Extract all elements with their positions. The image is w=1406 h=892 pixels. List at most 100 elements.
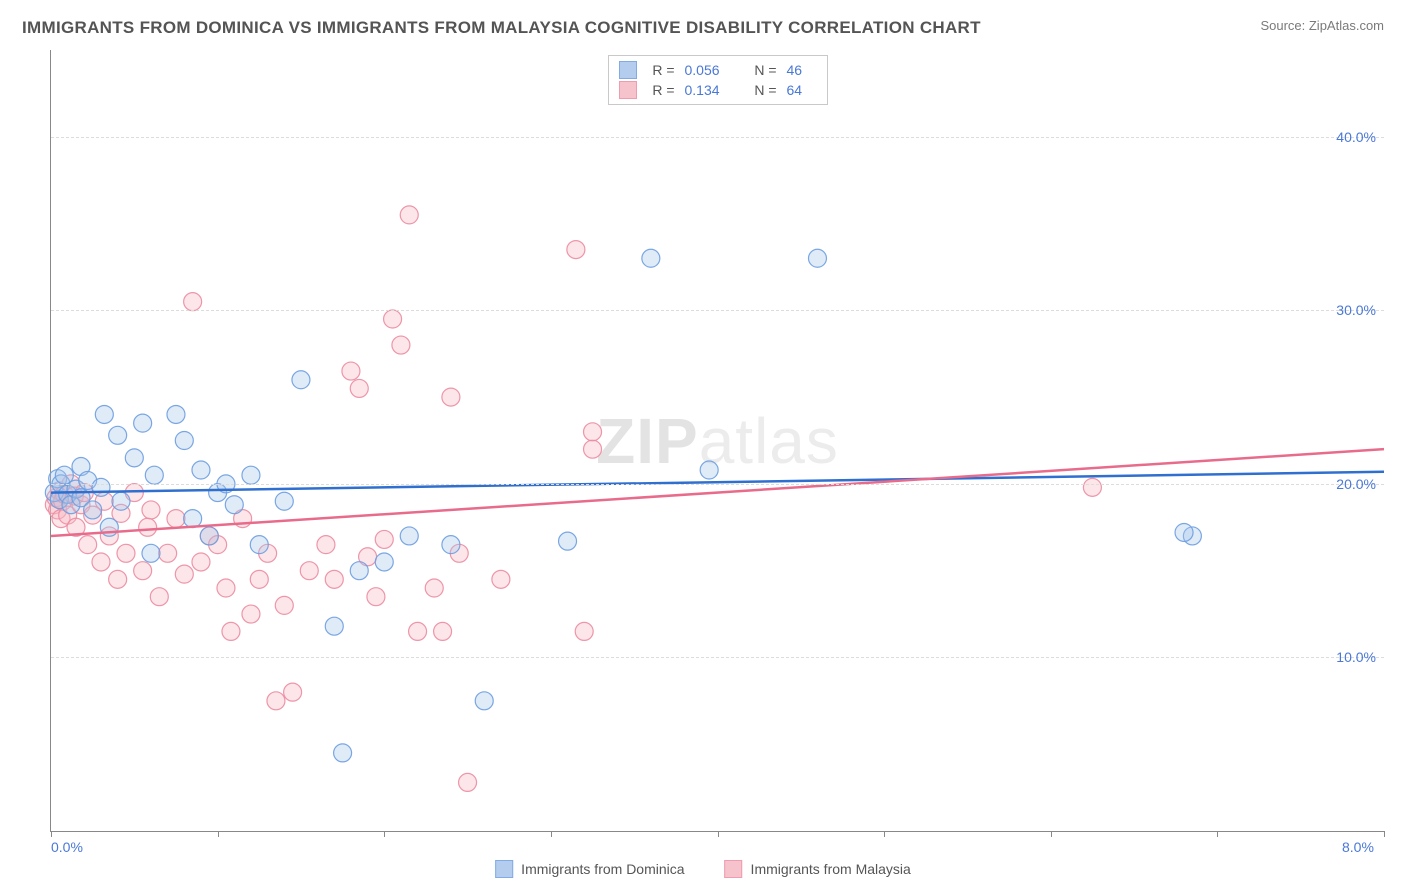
scatter-point (125, 449, 143, 467)
scatter-point (275, 596, 293, 614)
scatter-point (559, 532, 577, 550)
scatter-point (400, 206, 418, 224)
y-tick-label: 40.0% (1336, 129, 1376, 145)
x-tick (1051, 831, 1052, 837)
scatter-point (442, 388, 460, 406)
scatter-point (92, 478, 110, 496)
legend-swatch (495, 860, 513, 878)
scatter-point (150, 588, 168, 606)
scatter-point (117, 544, 135, 562)
scatter-point (200, 527, 218, 545)
header: IMMIGRANTS FROM DOMINICA VS IMMIGRANTS F… (0, 0, 1406, 46)
legend-n-value: 46 (787, 62, 817, 78)
legend-swatch (619, 81, 637, 99)
scatter-point (367, 588, 385, 606)
legend-row: R =0.134N =64 (619, 80, 817, 100)
x-tick (884, 831, 885, 837)
scatter-point (808, 249, 826, 267)
scatter-point (325, 570, 343, 588)
scatter-point (584, 440, 602, 458)
scatter-point (109, 426, 127, 444)
scatter-point (167, 405, 185, 423)
scatter-point (425, 579, 443, 597)
scatter-point (284, 683, 302, 701)
x-tick (218, 831, 219, 837)
source-label: Source: ZipAtlas.com (1260, 18, 1384, 33)
scatter-point (292, 371, 310, 389)
gridline (51, 310, 1384, 311)
x-tick-label: 8.0% (1342, 839, 1374, 855)
scatter-point (375, 553, 393, 571)
gridline (51, 657, 1384, 658)
scatter-point (225, 496, 243, 514)
legend-item: Immigrants from Malaysia (725, 860, 911, 878)
x-tick (1384, 831, 1385, 837)
legend-r-label: R = (647, 62, 675, 78)
x-tick-label: 0.0% (51, 839, 83, 855)
scatter-point (242, 605, 260, 623)
scatter-point (275, 492, 293, 510)
scatter-point (334, 744, 352, 762)
scatter-point (642, 249, 660, 267)
scatter-point (584, 423, 602, 441)
scatter-point (142, 501, 160, 519)
y-tick-label: 30.0% (1336, 302, 1376, 318)
gridline (51, 484, 1384, 485)
legend-n-label: N = (749, 62, 777, 78)
scatter-point (1083, 478, 1101, 496)
scatter-point (1175, 523, 1193, 541)
scatter-point (92, 553, 110, 571)
scatter-point (700, 461, 718, 479)
chart-area: Cognitive Disability ZIPatlas R =0.056N … (50, 50, 1384, 832)
y-tick-label: 10.0% (1336, 649, 1376, 665)
scatter-point (217, 579, 235, 597)
scatter-point (142, 544, 160, 562)
legend-r-label: R = (647, 82, 675, 98)
scatter-point (139, 518, 157, 536)
scatter-point (109, 570, 127, 588)
gridline (51, 137, 1384, 138)
legend-n-label: N = (749, 82, 777, 98)
scatter-point (192, 553, 210, 571)
scatter-point (134, 562, 152, 580)
scatter-point (242, 466, 260, 484)
legend-n-value: 64 (787, 82, 817, 98)
scatter-point (145, 466, 163, 484)
scatter-point (392, 336, 410, 354)
legend-item: Immigrants from Dominica (495, 860, 684, 878)
legend-correlation: R =0.056N =46R =0.134N =64 (608, 55, 828, 105)
legend-swatch (725, 860, 743, 878)
scatter-point (350, 562, 368, 580)
scatter-point (459, 773, 477, 791)
scatter-point (175, 432, 193, 450)
scatter-point (79, 536, 97, 554)
scatter-point (400, 527, 418, 545)
scatter-point (267, 692, 285, 710)
scatter-point (434, 622, 452, 640)
scatter-point (222, 622, 240, 640)
x-tick (551, 831, 552, 837)
scatter-point (95, 405, 113, 423)
scatter-point (112, 492, 130, 510)
legend-r-value: 0.056 (685, 62, 733, 78)
legend-series: Immigrants from Dominica Immigrants from … (495, 860, 911, 878)
scatter-point (134, 414, 152, 432)
scatter-point (325, 617, 343, 635)
scatter-point (175, 565, 193, 583)
chart-title: IMMIGRANTS FROM DOMINICA VS IMMIGRANTS F… (22, 18, 981, 38)
scatter-point (184, 293, 202, 311)
legend-item-label: Immigrants from Dominica (521, 861, 684, 877)
legend-item-label: Immigrants from Malaysia (751, 861, 911, 877)
scatter-point (442, 536, 460, 554)
scatter-point (192, 461, 210, 479)
scatter-point (350, 379, 368, 397)
scatter-point (84, 501, 102, 519)
scatter-point (475, 692, 493, 710)
scatter-point (159, 544, 177, 562)
scatter-point (409, 622, 427, 640)
scatter-plot: ZIPatlas R =0.056N =46R =0.134N =64 10.0… (50, 50, 1384, 832)
scatter-point (317, 536, 335, 554)
x-tick (51, 831, 52, 837)
x-tick (384, 831, 385, 837)
scatter-point (567, 241, 585, 259)
